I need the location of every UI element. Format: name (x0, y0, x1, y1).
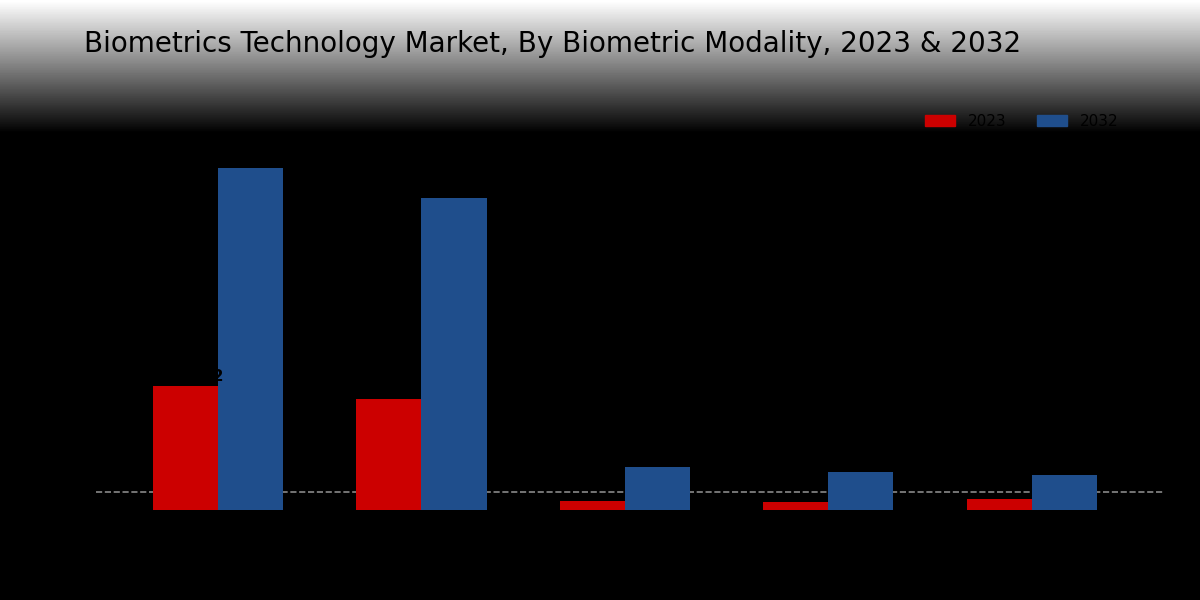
Bar (152, 386, 218, 510)
Bar (356, 400, 421, 510)
Legend: 2023, 2032: 2023, 2032 (919, 107, 1124, 135)
Text: 24.62: 24.62 (175, 369, 224, 384)
Text: Biometrics Technology Market, By Biometric Modality, 2023 & 2032: Biometrics Technology Market, By Biometr… (84, 30, 1021, 58)
Bar (967, 499, 1032, 510)
Bar (218, 168, 283, 510)
Bar (625, 467, 690, 510)
Bar (1032, 475, 1097, 510)
Bar (421, 199, 486, 510)
Bar (763, 502, 828, 510)
Bar (828, 472, 894, 510)
Bar (560, 501, 625, 510)
